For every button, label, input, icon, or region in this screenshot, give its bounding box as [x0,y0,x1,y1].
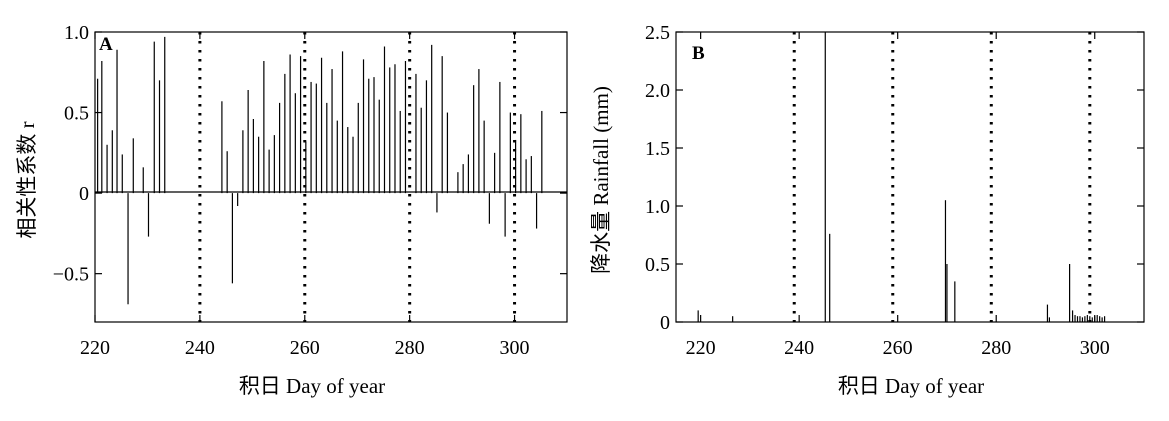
y-tick-label: 0.5 [64,103,89,125]
x-axis-title: 积日 Day of year [838,374,984,398]
plot-frame [675,31,1145,323]
x-axis-ticks: 220 240 260 280 300 [686,32,1110,359]
y-axis-ticks: 0 0.5 1.0 1.5 2.0 2.5 [645,22,1144,334]
y-axis-title: 相关性系数 r [15,121,39,238]
y-tick-label: 2.0 [645,80,670,102]
data-bars [697,32,1106,322]
x-tick-label: 240 [784,337,814,359]
y-tick-label: 0 [660,312,670,334]
x-tick-label: 220 [80,337,110,359]
x-tick-label: 220 [686,337,716,359]
reference-lines [792,32,1092,322]
y-axis-ticks: −0.5 0 0.5 1.0 [53,22,567,286]
y-tick-label: 2.5 [645,22,670,44]
y-axis-title: 降水量 Rainfall (mm) [589,86,613,274]
y-tick-label: 0.5 [645,254,670,276]
y-tick-label: 1.0 [645,196,670,218]
data-bars [97,36,543,305]
y-tick-label: −0.5 [53,264,89,286]
plot-frame [94,31,568,323]
x-tick-label: 300 [1080,337,1110,359]
y-tick-label: 0 [79,183,89,205]
x-tick-label: 260 [290,337,320,359]
reference-lines [198,32,517,322]
x-tick-label: 260 [883,337,913,359]
x-tick-label: 280 [981,337,1011,359]
x-axis-ticks: 220 240 260 280 300 [80,32,530,359]
panel-label: B [692,43,705,64]
x-tick-label: 240 [185,337,215,359]
panel-label: A [99,34,113,55]
x-axis-title: 积日 Day of year [239,374,385,398]
y-tick-label: 1.0 [64,22,89,44]
chart-panel-b: 220 240 260 280 300 0 0.5 1.0 1.5 2.0 2.5 B 积日 Da… [589,22,1145,398]
x-tick-label: 280 [395,337,425,359]
x-tick-label: 300 [500,337,530,359]
chart-panel-a: 220 240 260 280 300 −0.5 0 0.5 1.0 A 积日 Day of … [15,22,568,398]
y-tick-label: 1.5 [645,138,670,160]
